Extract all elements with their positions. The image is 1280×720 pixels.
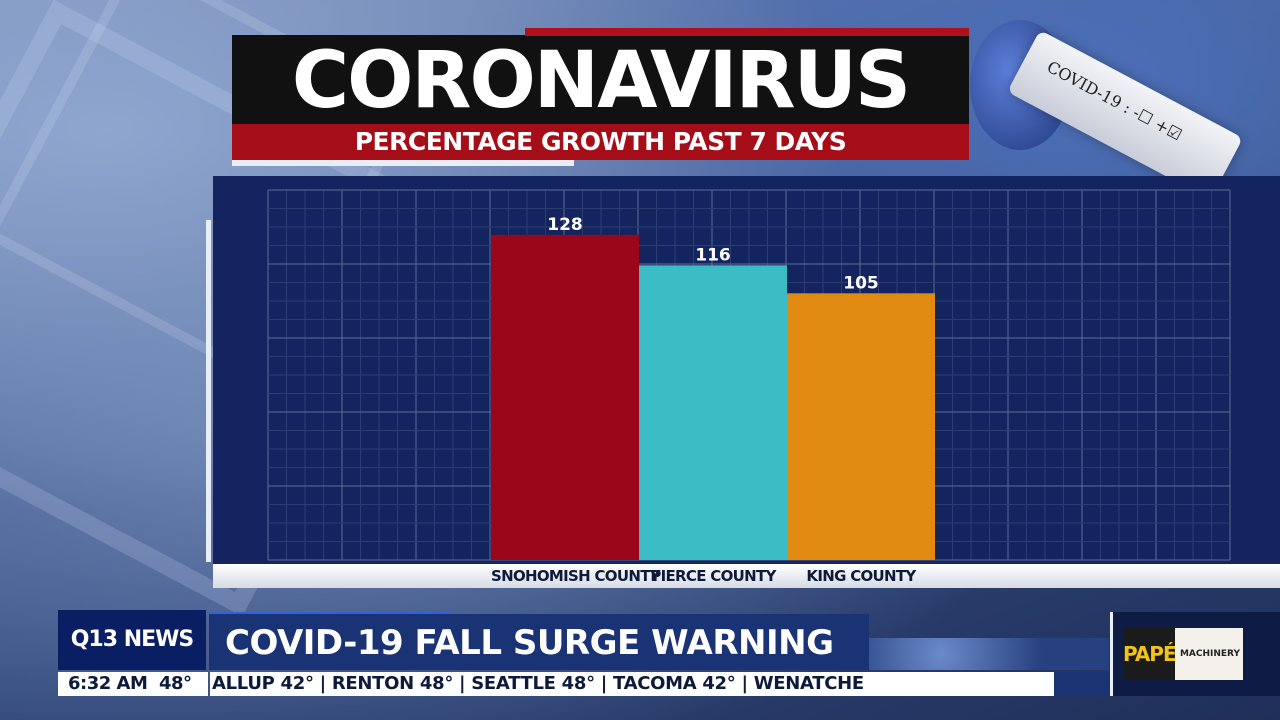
bar-chart: 128 116 105 [267, 189, 1231, 561]
chart-left-bar [206, 220, 211, 562]
bar [491, 234, 639, 560]
title-accent-bar [525, 28, 969, 36]
sponsor-text: MACHINERY [1179, 649, 1241, 659]
sponsor-logo: PAPÉ MACHINERY [1123, 628, 1243, 680]
ticker-time-box: 6:32 AM 48° [58, 672, 208, 696]
bar-value-label: 128 [547, 215, 583, 235]
category-label: SNOHOMISH COUNTY [491, 567, 661, 585]
clock-time: 6:32 AM [68, 673, 148, 694]
bar-value-label: 116 [695, 245, 731, 265]
bar [787, 293, 935, 560]
virus-graphic [869, 638, 1109, 670]
page-title: CORONAVIRUS [291, 36, 911, 126]
sponsor-box: PAPÉ MACHINERY [1110, 612, 1280, 696]
subtitle-banner: PERCENTAGE GROWTH PAST 7 DAYS [232, 124, 969, 160]
subtitle-underline [232, 160, 574, 166]
category-label-strip: SNOHOMISH COUNTY PIERCE COUNTY KING COUN… [213, 564, 1280, 588]
current-temp: 48° [158, 673, 192, 694]
category-label: PIERCE COUNTY [650, 567, 776, 585]
sponsor-brand: PAPÉ [1123, 628, 1177, 680]
ticker-time: 6:32 AM 48° [68, 672, 192, 696]
headline-banner: COVID-19 FALL SURGE WARNING [209, 614, 869, 670]
bar-value-label: 105 [843, 273, 879, 293]
chart-panel: 128 116 105 [213, 176, 1280, 564]
chart-subtitle: PERCENTAGE GROWTH PAST 7 DAYS [354, 127, 847, 156]
title-banner: CORONAVIRUS [232, 35, 969, 128]
headline-text: COVID-19 FALL SURGE WARNING [225, 623, 834, 663]
station-logo: Q13 NEWS [58, 610, 206, 670]
category-label: KING COUNTY [806, 567, 916, 585]
ticker-text: ALLUP 42° | RENTON 48° | SEATTLE 48° | T… [212, 673, 864, 694]
station-logo-text: Q13 NEWS [70, 627, 195, 652]
weather-ticker: ALLUP 42° | RENTON 48° | SEATTLE 48° | T… [210, 672, 1054, 696]
bar [639, 265, 787, 560]
ticker-end-cap [1054, 672, 1110, 696]
